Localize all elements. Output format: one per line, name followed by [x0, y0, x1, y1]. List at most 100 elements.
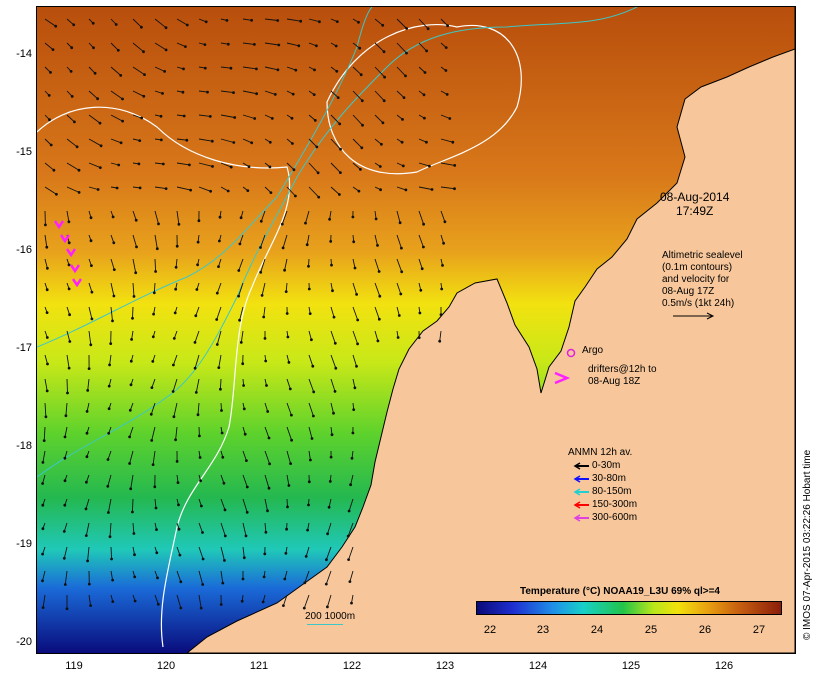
velocity-arrow-head: [380, 142, 383, 146]
velocity-arrow-head: [121, 119, 124, 123]
argo-label: Argo: [582, 345, 604, 356]
velocity-arrow-head: [352, 408, 356, 411]
velocity-arrow-head: [219, 387, 222, 391]
velocity-arrow-head: [112, 241, 116, 245]
velocity-arrow: [348, 546, 354, 560]
velocity-arrow: [396, 210, 401, 223]
velocity-arrow-head: [312, 414, 315, 418]
velocity-arrow-head: [294, 194, 297, 198]
velocity-arrow-head: [87, 367, 91, 370]
velocity-arrow-head: [284, 551, 288, 555]
velocity-arrow: [238, 282, 244, 297]
velocity-arrow: [264, 498, 268, 511]
velocity-arrow: [308, 450, 311, 461]
velocity-arrow-head: [379, 188, 382, 192]
velocity-arrow-head: [62, 556, 66, 560]
velocity-arrow: [66, 354, 70, 369]
temperature-colorbar: [476, 601, 782, 615]
velocity-arrow: [220, 90, 234, 94]
velocity-arrow: [285, 282, 288, 292]
velocity-arrow: [220, 498, 226, 511]
drifter-marker-legend: [554, 371, 571, 385]
velocity-arrow-head: [196, 413, 200, 417]
velocity-arrow: [88, 138, 102, 147]
velocity-arrow-head: [287, 361, 291, 364]
velocity-arrow-head: [351, 215, 355, 219]
velocity-arrow-head: [286, 505, 289, 509]
velocity-arrow-head: [179, 580, 183, 584]
velocity-arrow: [330, 114, 341, 125]
velocity-arrow: [374, 234, 378, 246]
velocity-arrow-head: [329, 240, 333, 243]
velocity-arrow-head: [65, 607, 69, 611]
velocity-arrow-head: [172, 337, 176, 340]
velocity-arrow-head: [98, 121, 102, 125]
velocity-arrow: [352, 42, 360, 49]
velocity-arrow-head: [194, 391, 198, 394]
velocity-arrow: [88, 306, 93, 320]
velocity-arrow: [110, 90, 123, 100]
velocity-arrow-head: [67, 287, 71, 291]
velocity-arrow-head: [417, 336, 421, 339]
velocity-arrow-head: [86, 389, 90, 392]
velocity-arrow-head: [108, 363, 111, 367]
velocity-arrow-head: [238, 242, 242, 246]
velocity-arrow-head: [201, 531, 204, 534]
velocity-arrow-head: [73, 120, 76, 124]
velocity-arrow: [352, 258, 356, 269]
velocity-arrow-head: [220, 431, 224, 435]
velocity-arrow: [85, 498, 90, 510]
velocity-arrow-head: [259, 219, 263, 223]
velocity-arrow-head: [41, 606, 45, 609]
velocity-arrow-head: [313, 68, 316, 72]
velocity-arrow-head: [107, 384, 111, 388]
velocity-arrow: [110, 282, 115, 297]
velocity-arrow: [176, 18, 188, 26]
velocity-arrow: [132, 234, 137, 248]
velocity-arrow: [329, 210, 332, 220]
velocity-arrow: [374, 90, 385, 102]
velocity-arrow-head: [339, 147, 342, 151]
velocity-arrow-head: [86, 559, 89, 563]
velocity-arrow-head: [41, 503, 45, 507]
velocity-arrow: [132, 522, 135, 534]
velocity-arrow-head: [245, 510, 249, 514]
velocity-arrow: [44, 378, 48, 391]
velocity-arrow: [219, 378, 222, 390]
velocity-arrow-head: [396, 336, 400, 339]
velocity-arrow: [418, 42, 427, 52]
velocity-arrow: [194, 354, 200, 369]
velocity-arrow-head: [217, 366, 221, 369]
velocity-arrow: [198, 546, 204, 560]
velocity-arrow-head: [201, 583, 205, 586]
velocity-arrow-head: [339, 171, 342, 175]
velocity-arrow-head: [223, 534, 227, 538]
velocity-arrow: [43, 426, 46, 441]
velocity-arrow-head: [276, 19, 280, 22]
isobath-contours: [37, 7, 638, 478]
velocity-arrow-head: [290, 413, 293, 417]
colorbar-title: Temperature (°C) NOAA19_L3U 69% ql>=4: [520, 586, 720, 597]
velocity-arrow-head: [255, 67, 258, 71]
velocity-arrow: [308, 378, 315, 393]
velocity-arrow: [44, 18, 56, 27]
velocity-arrow-head: [150, 439, 154, 442]
velocity-arrow: [87, 546, 90, 561]
velocity-arrow-head: [307, 480, 311, 484]
velocity-arrow-head: [194, 314, 198, 318]
velocity-arrow-head: [177, 503, 180, 507]
velocity-arrow: [264, 522, 267, 533]
velocity-arrow: [132, 114, 142, 119]
velocity-arrow-head: [229, 165, 233, 169]
velocity-arrow: [154, 234, 158, 249]
velocity-arrow-head: [423, 116, 426, 120]
velocity-arrow: [197, 402, 200, 415]
velocity-arrow: [44, 42, 54, 50]
anmn-legend-item: 0-30m: [592, 460, 621, 471]
velocity-arrow-head: [63, 583, 67, 586]
velocity-arrow: [198, 162, 213, 167]
velocity-arrow-head: [352, 240, 356, 244]
velocity-arrow: [242, 450, 247, 461]
velocity-arrow-head: [451, 140, 455, 144]
velocity-arrow: [216, 330, 222, 345]
